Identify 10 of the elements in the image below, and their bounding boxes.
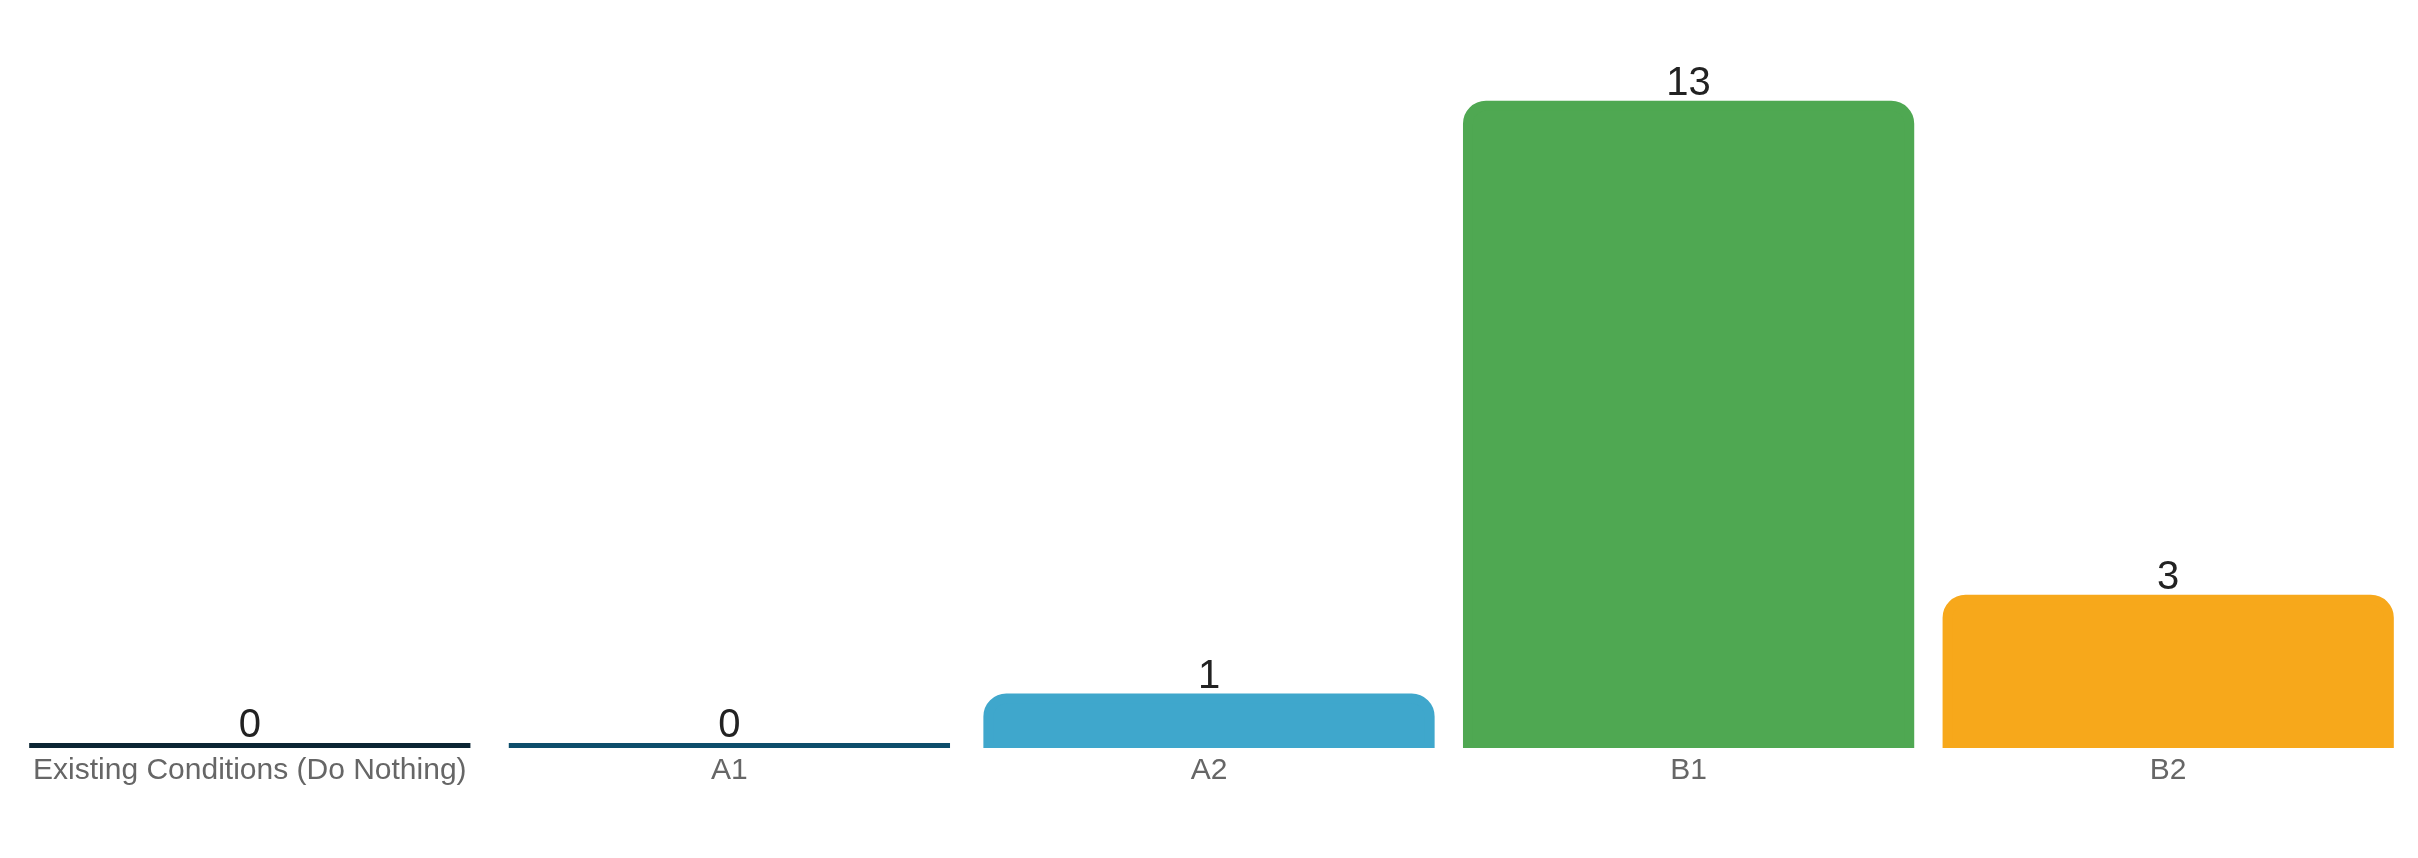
x-tick-label: B2: [2149, 752, 2187, 785]
x-tick-label: A2: [1190, 752, 1228, 785]
x-tick-label: B1: [1670, 752, 1707, 785]
data-label: 3: [2157, 552, 2180, 597]
data-label: 1: [1197, 651, 1221, 696]
data-label: 0: [718, 701, 741, 745]
data-label: 0: [238, 701, 261, 745]
x-tick-label: A1: [711, 752, 748, 785]
data-label: 13: [1666, 58, 1711, 103]
x-tick-label: Existing Conditions (Do Nothing): [33, 752, 467, 785]
